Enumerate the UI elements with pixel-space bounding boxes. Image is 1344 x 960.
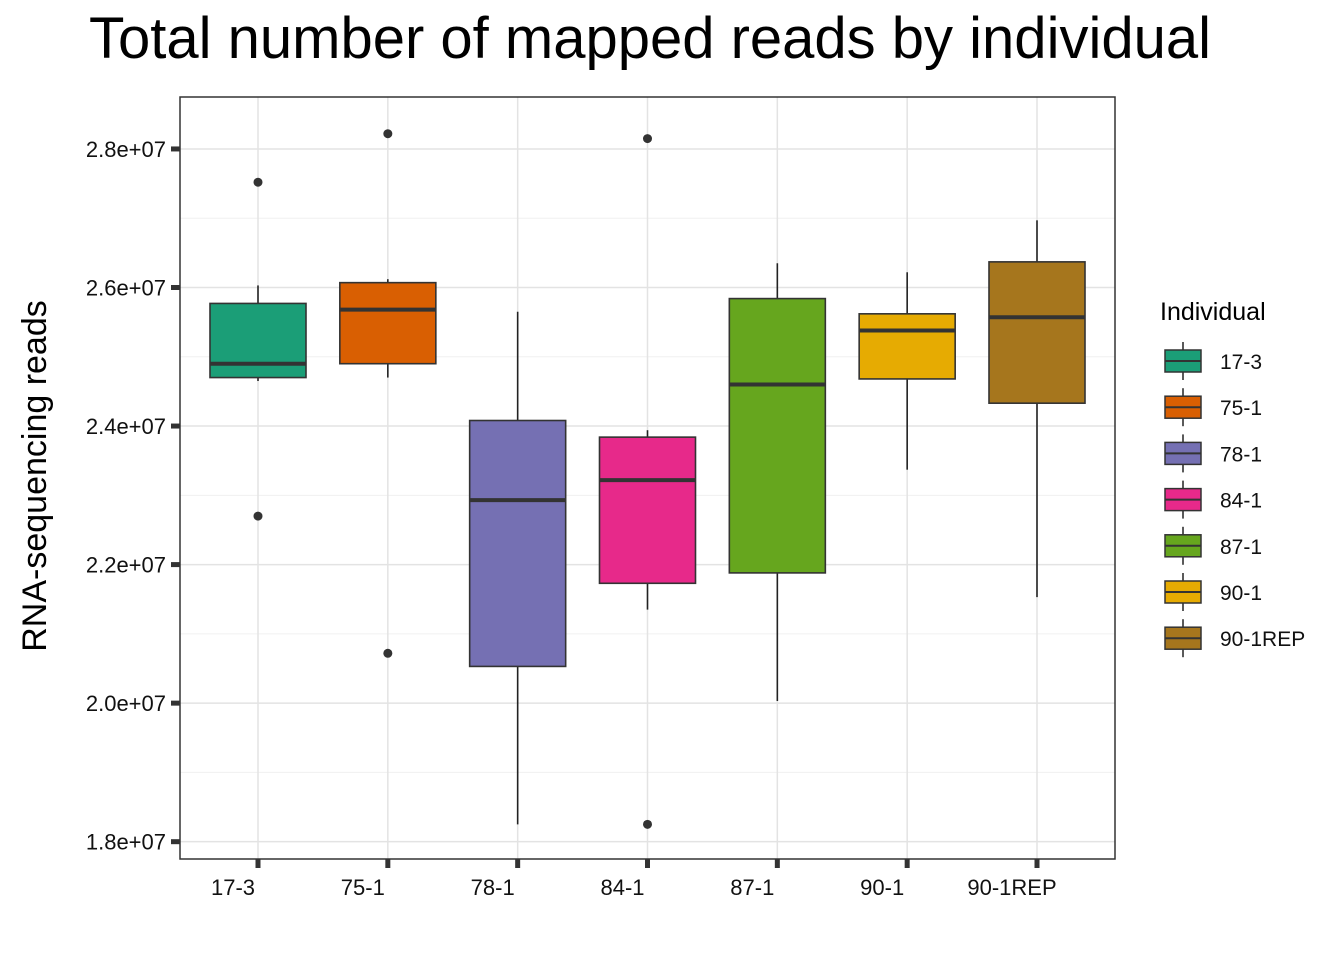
legend-label: 84-1	[1220, 490, 1262, 513]
iqr-box	[468, 419, 567, 668]
legend-title: Individual	[1160, 298, 1266, 326]
axes: 1.8e+07 2.0e+07 2.2e+07 2.4e+07 2.6e+07 2.8e+…	[86, 137, 1057, 900]
legend-item-90-1REP: 90-1REP	[1164, 619, 1305, 658]
iqr-box	[728, 297, 827, 574]
legend: Individual 17-3 75-1 78-1 84-1 87-1 90-1 90-1R…	[1160, 298, 1305, 658]
iqr-box	[209, 302, 307, 379]
box-78-1	[468, 311, 567, 825]
y-tick-label: 2.2e+07	[86, 553, 166, 578]
box-75-1	[339, 129, 437, 658]
outlier-point	[643, 134, 652, 144]
x-tick-label: 78-1	[471, 875, 515, 900]
outlier-point	[383, 648, 393, 658]
outlier-point	[383, 129, 393, 139]
chart-title: Total number of mapped reads by individu…	[89, 6, 1211, 71]
legend-label: 75-1	[1220, 397, 1262, 420]
iqr-box	[988, 261, 1086, 404]
box-84-1	[598, 134, 697, 829]
outlier-point	[253, 177, 263, 187]
legend-item-87-1: 87-1	[1164, 526, 1262, 565]
x-tick-label: 17-3	[211, 875, 255, 900]
x-tick-label: 90-1	[860, 875, 904, 900]
x-tick-label: 90-1REP	[967, 875, 1056, 900]
y-tick-label: 2.6e+07	[86, 276, 166, 301]
x-tick-label: 84-1	[600, 875, 644, 900]
legend-label: 90-1REP	[1220, 628, 1305, 651]
box-90-1	[858, 272, 956, 470]
legend-item-78-1: 78-1	[1164, 434, 1262, 473]
legend-item-75-1: 75-1	[1164, 388, 1262, 427]
iqr-box	[598, 436, 697, 585]
legend-label: 90-1	[1220, 582, 1262, 605]
legend-label: 78-1	[1220, 443, 1262, 466]
iqr-box	[339, 281, 437, 365]
box-17-3	[209, 177, 307, 521]
x-tick-label: 75-1	[341, 875, 385, 900]
y-tick-label: 2.8e+07	[86, 137, 166, 162]
outlier-point	[253, 511, 263, 521]
legend-label: 87-1	[1220, 536, 1262, 559]
y-tick-label: 2.0e+07	[86, 691, 166, 716]
legend-label: 17-3	[1220, 351, 1262, 374]
legend-item-84-1: 84-1	[1164, 480, 1262, 519]
y-tick-label: 2.4e+07	[86, 414, 166, 439]
outlier-point	[643, 819, 652, 829]
box-87-1	[728, 263, 827, 702]
iqr-box	[858, 313, 956, 380]
legend-item-17-3: 17-3	[1164, 342, 1262, 380]
x-tick-label: 87-1	[730, 875, 774, 900]
y-tick-label: 1.8e+07	[86, 830, 166, 855]
boxes	[209, 129, 1086, 829]
legend-item-90-1: 90-1	[1164, 573, 1262, 611]
box-90-1REP	[988, 220, 1086, 598]
y-axis-label: RNA-sequencing reads	[16, 300, 54, 652]
